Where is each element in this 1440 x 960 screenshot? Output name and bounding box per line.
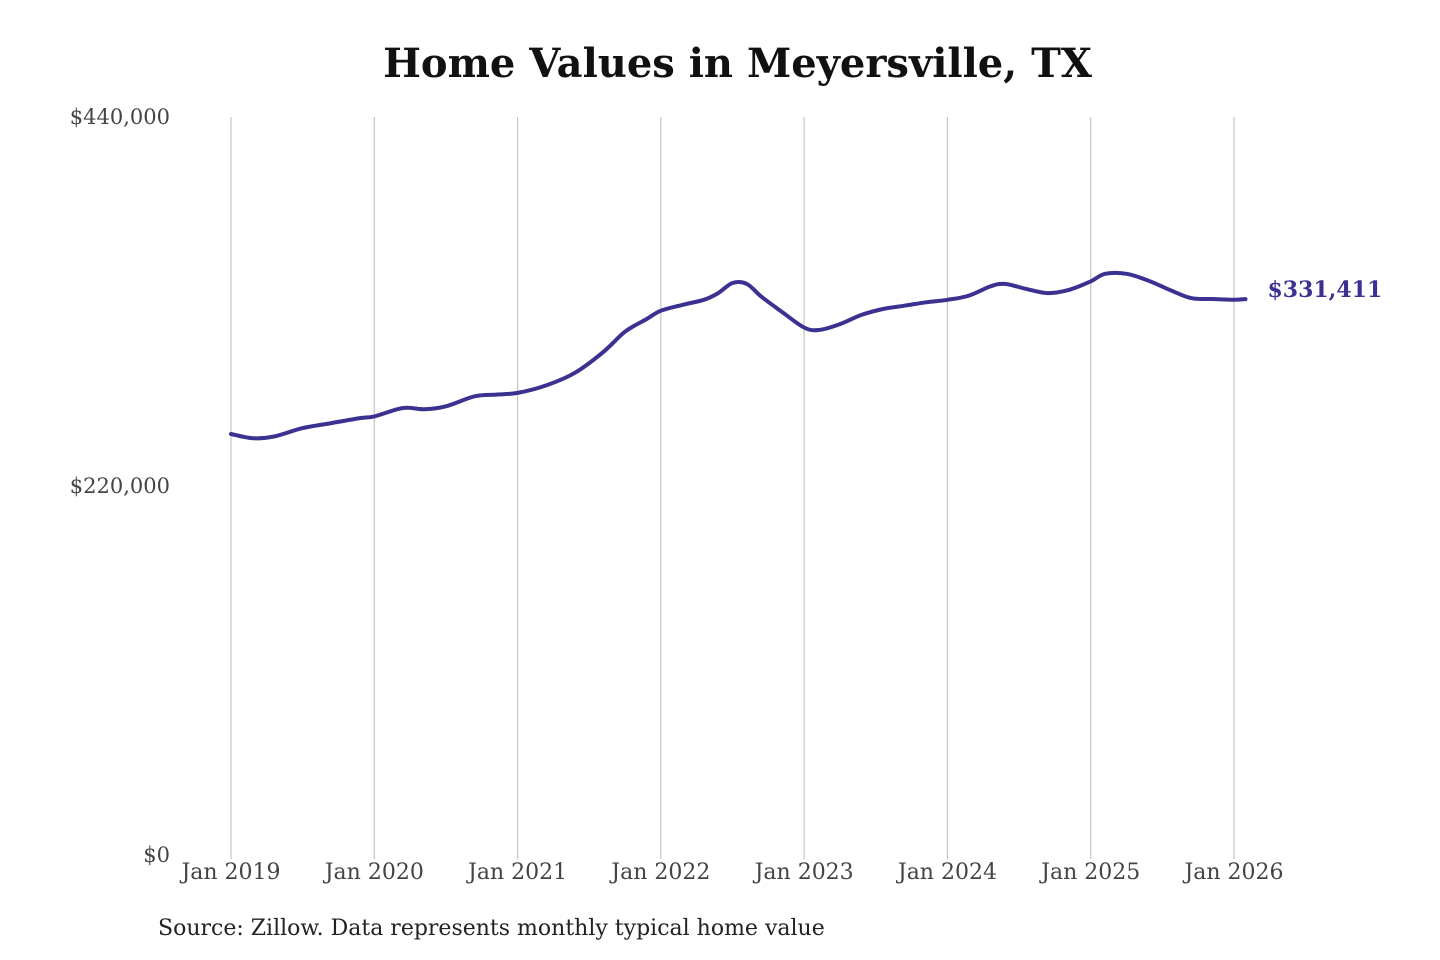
x-tick-label: Jan 2024	[896, 860, 997, 885]
y-tick-label: $220,000	[70, 474, 170, 498]
grid-lines	[230, 117, 1235, 859]
series-lines	[229, 270, 1248, 441]
x-tick-label: Jan 2019	[179, 860, 280, 885]
end-value-label: $331,411	[1267, 277, 1382, 303]
x-axis-tick-labels: Jan 2019 Jan 2020 Jan 2021 Jan 2022 Jan 2023…	[179, 860, 1283, 885]
y-tick-label: $0	[143, 843, 170, 867]
y-axis-tick-labels: $0 $220,000 $440,000	[70, 105, 170, 867]
chart-title: Home Values in Meyersville, TX	[383, 40, 1092, 87]
end-value-labels: $331,411	[1267, 277, 1382, 303]
x-tick-label: Jan 2026	[1182, 860, 1283, 885]
x-tick-label: Jan 2025	[1039, 860, 1140, 885]
y-tick-label: $440,000	[70, 105, 170, 129]
x-tick-label: Jan 2022	[609, 860, 710, 885]
series-line	[229, 270, 1248, 441]
x-tick-label: Jan 2023	[753, 860, 854, 885]
source-note: Source: Zillow. Data represents monthly …	[158, 916, 825, 941]
x-tick-label: Jan 2020	[323, 860, 424, 885]
x-tick-label: Jan 2021	[466, 860, 567, 885]
